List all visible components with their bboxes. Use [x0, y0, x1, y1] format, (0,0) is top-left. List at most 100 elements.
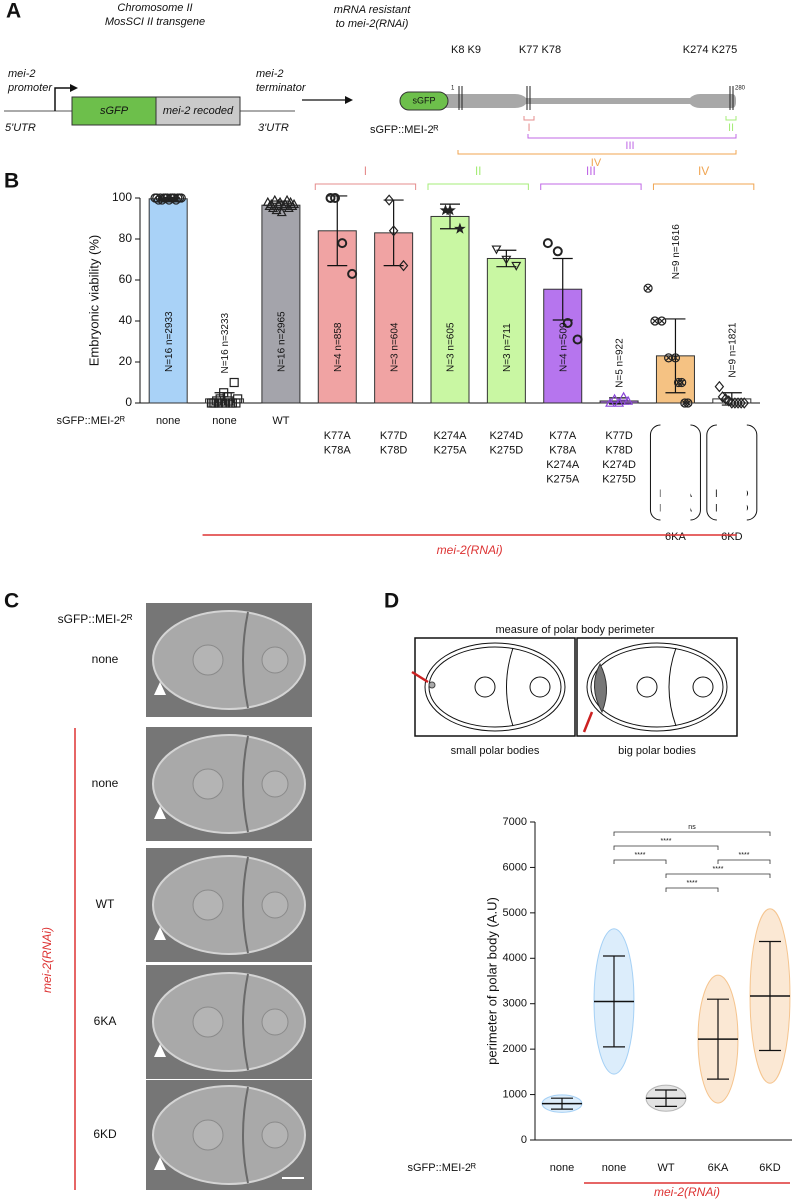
label: K77 K78	[519, 44, 561, 56]
error-bar	[759, 940, 781, 1052]
nucleus	[474, 676, 496, 698]
panel-label: A	[6, 0, 21, 23]
arrowhead	[70, 84, 78, 92]
group-bracket	[652, 183, 755, 190]
label: sGFP::MEI-2ᴿ	[370, 124, 439, 136]
embryo	[590, 646, 724, 728]
region-bracket	[725, 116, 737, 121]
nucleus	[192, 1119, 224, 1151]
data-point	[388, 225, 399, 237]
sig-label: ****	[661, 838, 672, 845]
n-label: N=5 n=922	[615, 338, 626, 388]
sig-bracket	[613, 859, 667, 864]
x-tick-label: K275A	[433, 444, 467, 456]
y-tick-label: 1000	[503, 1088, 527, 1100]
embryo	[152, 1085, 306, 1185]
x-tick-label: K274D	[602, 459, 636, 471]
x-tick-label: none	[156, 415, 180, 427]
data-point	[155, 193, 165, 203]
data-point	[730, 397, 740, 409]
sig-label: ****	[635, 852, 646, 859]
protein-bar	[445, 94, 736, 108]
cell-boundary	[506, 647, 514, 727]
arrowhead	[154, 1044, 166, 1057]
error-bar	[603, 955, 625, 1048]
paren-gap	[660, 423, 691, 522]
n-label: N=16 n=3233	[220, 312, 231, 373]
panel-label: C	[4, 590, 19, 613]
nucleus	[192, 768, 224, 800]
embryo	[152, 972, 306, 1072]
x-tick-label: K77D	[380, 430, 408, 442]
paren-gap	[716, 423, 747, 522]
bar	[148, 198, 188, 404]
group-name: 6KA	[665, 531, 686, 543]
group-bracket	[540, 183, 642, 190]
caption: small polar bodies	[451, 745, 540, 757]
y-tick-label: 3000	[503, 998, 527, 1010]
data-point	[664, 353, 674, 363]
label: IV	[591, 157, 602, 169]
sig-bracket	[613, 845, 719, 850]
n-label: N=4 n=858	[333, 322, 344, 372]
data-point	[677, 377, 687, 388]
cell-boundary	[242, 973, 249, 1071]
data-point	[542, 238, 553, 249]
x-tick-label: K78A	[549, 444, 577, 456]
nucleus	[636, 676, 658, 698]
label: III	[625, 140, 634, 152]
label: mei-2 recoded	[163, 105, 234, 117]
data-point	[491, 245, 502, 255]
data-point	[444, 204, 456, 216]
label: K8 K9	[451, 44, 481, 56]
data-point	[271, 205, 282, 215]
data-point	[572, 334, 583, 345]
label: mei-2	[8, 68, 36, 80]
error-bar	[551, 1097, 573, 1110]
arrowhead	[154, 806, 166, 819]
x-tick-label: K274D	[490, 430, 524, 442]
x-tick-label: WT	[272, 415, 289, 427]
label: Chromosome II	[117, 2, 192, 14]
x-tick-label: 6KD	[759, 1162, 780, 1174]
polar-body	[428, 681, 436, 689]
data-point	[739, 397, 750, 409]
y-tick-label: 100	[112, 190, 132, 204]
label: 280	[735, 86, 746, 92]
group-bracket	[427, 183, 529, 190]
data-point	[511, 261, 522, 271]
x-tick-label: K77D	[605, 430, 633, 442]
y-tick-label: 20	[119, 354, 133, 368]
illustration-title: measure of polar body perimeter	[496, 624, 655, 636]
data-point	[330, 193, 341, 203]
nucleus	[261, 891, 289, 919]
arrowhead	[154, 927, 166, 940]
x-tick-label: K274A	[433, 430, 467, 442]
sig-label: ns	[688, 824, 696, 831]
data-point	[269, 194, 280, 204]
x-tick-label: 6KA	[708, 1162, 729, 1174]
sig-label: ****	[713, 866, 724, 873]
region-bracket	[457, 150, 737, 155]
arrow	[582, 711, 594, 733]
data-point	[618, 391, 629, 401]
label: promoter	[7, 82, 53, 94]
sig-label: ****	[739, 852, 750, 859]
data-point	[623, 395, 634, 405]
data-point	[176, 193, 186, 203]
x-tick-label: K275A	[546, 473, 580, 485]
x-tick-label: K77A	[549, 430, 577, 442]
x-tick-label: K275D	[602, 473, 636, 485]
data-point	[325, 193, 336, 203]
bar	[261, 204, 301, 404]
y-tick-label: 0	[521, 1134, 527, 1146]
data-point	[337, 238, 348, 249]
cell-boundary	[242, 856, 249, 954]
embryo	[152, 610, 306, 710]
x-tick-label: K78A	[324, 444, 352, 456]
nucleus	[261, 1121, 289, 1149]
embryo	[586, 642, 728, 732]
x-tick-label: none	[212, 415, 236, 427]
label: mei-2	[256, 68, 284, 80]
data-point	[643, 283, 653, 293]
